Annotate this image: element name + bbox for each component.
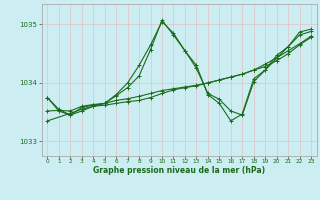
X-axis label: Graphe pression niveau de la mer (hPa): Graphe pression niveau de la mer (hPa) <box>93 166 265 175</box>
